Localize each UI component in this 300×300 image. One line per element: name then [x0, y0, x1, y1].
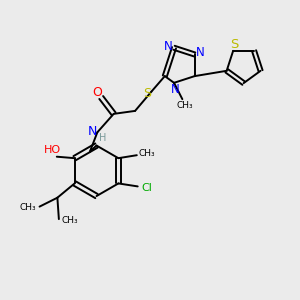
Text: N: N — [196, 46, 204, 59]
Text: CH₃: CH₃ — [176, 101, 193, 110]
Text: N: N — [88, 124, 97, 138]
Text: N: N — [171, 83, 180, 96]
Text: S: S — [143, 87, 151, 100]
Text: Cl: Cl — [141, 183, 152, 193]
Text: CH₃: CH₃ — [62, 216, 79, 225]
Text: S: S — [230, 38, 239, 51]
Text: N: N — [164, 40, 173, 53]
Text: H: H — [99, 133, 106, 142]
Text: CH₃: CH₃ — [20, 203, 37, 212]
Text: CH₃: CH₃ — [139, 149, 155, 158]
Text: HO: HO — [44, 145, 61, 155]
Text: O: O — [93, 86, 103, 99]
